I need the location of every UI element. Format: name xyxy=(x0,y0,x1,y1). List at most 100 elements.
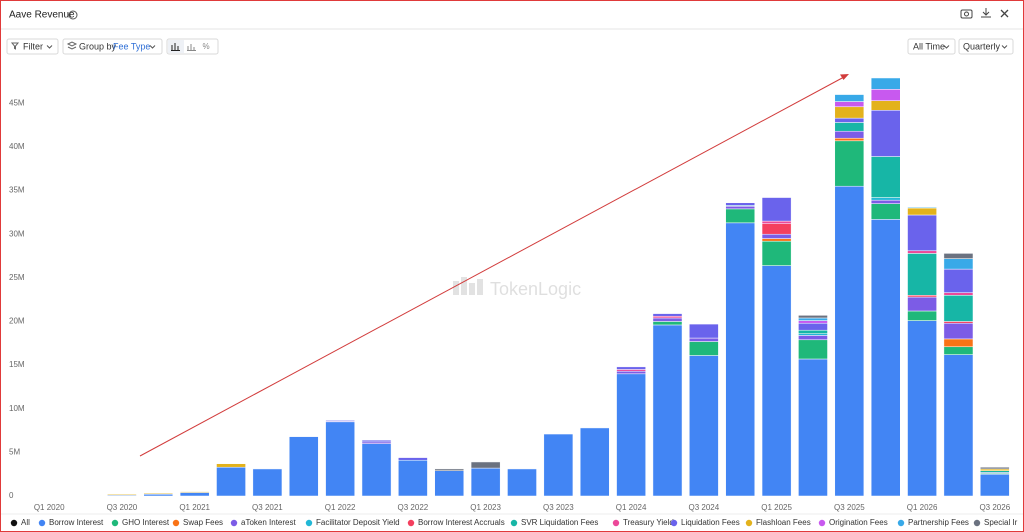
bar-segment xyxy=(834,106,865,119)
chart-mode-toggle[interactable]: % xyxy=(166,38,219,55)
filter-button[interactable]: Filter xyxy=(6,38,59,55)
y-tick-label: 40M xyxy=(9,142,25,151)
legend-swatch xyxy=(818,519,826,527)
bar-segment xyxy=(179,492,210,497)
bar-segment xyxy=(870,156,901,198)
interval-select[interactable]: Quarterly xyxy=(958,38,1014,55)
bar-segment xyxy=(907,250,937,254)
bar-segment xyxy=(689,337,719,342)
bar-segment xyxy=(725,222,756,497)
bar-segment xyxy=(834,137,865,142)
legend-item[interactable]: Liquidation Fees xyxy=(670,518,740,527)
legend-label: aToken Interest xyxy=(241,518,296,527)
bar-segment xyxy=(907,320,937,497)
bar-segment xyxy=(907,296,937,312)
range-label: All Time xyxy=(913,41,945,51)
bar-segment xyxy=(980,470,1010,473)
bar-segment xyxy=(761,238,792,242)
group-by-label: Group by xyxy=(79,41,117,51)
bar-segment xyxy=(361,439,392,443)
y-tick-label: 15M xyxy=(9,360,25,369)
bar-segment xyxy=(798,320,828,324)
legend-label: Flashloan Fees xyxy=(756,518,811,527)
legend-item[interactable]: Treasury Yield xyxy=(612,518,674,527)
bar-segment xyxy=(361,441,392,444)
legend-item[interactable]: aToken Interest xyxy=(230,518,297,527)
bar-segment xyxy=(834,130,865,139)
bar-segment xyxy=(470,467,501,497)
annotation-arrow xyxy=(139,74,849,457)
bar-segment xyxy=(907,207,937,216)
group-by-value: Fee Type xyxy=(113,41,150,51)
bar-segment xyxy=(943,253,974,259)
x-tick-label: Q3 2024 xyxy=(689,503,720,512)
bar-segment xyxy=(870,77,901,90)
bar-segment xyxy=(943,295,974,322)
legend-swatch xyxy=(10,519,18,527)
legend-label: Special Ir xyxy=(984,518,1018,527)
close-icon[interactable] xyxy=(1000,9,1009,18)
bar-segment xyxy=(652,313,683,317)
y-tick-label: 10M xyxy=(9,404,25,413)
y-tick-label: 35M xyxy=(9,186,25,195)
bar-segment xyxy=(870,110,901,157)
legend-item[interactable]: Swap Fees xyxy=(172,518,223,527)
bar-segment xyxy=(434,470,465,497)
legend-label: Swap Fees xyxy=(183,518,223,527)
camera-icon[interactable] xyxy=(960,9,973,19)
bar-segment xyxy=(870,197,901,201)
legend-label: Liquidation Fees xyxy=(681,518,740,527)
legend-item[interactable]: Borrow Interest Accruals xyxy=(407,518,505,527)
bar-segment xyxy=(943,322,974,340)
legend-item[interactable]: GHO Interest xyxy=(111,518,170,527)
legend-item[interactable]: Origination Fees xyxy=(818,518,888,527)
bar-segment xyxy=(179,491,210,493)
download-icon[interactable] xyxy=(981,8,991,18)
bar-segment xyxy=(288,436,319,497)
bar-segment xyxy=(907,214,937,252)
legend-label: Partnership Fees xyxy=(908,518,969,527)
bar-segment xyxy=(361,443,392,497)
legend-swatch xyxy=(745,519,753,527)
legend-swatch xyxy=(230,519,238,527)
x-tick-label: Q3 2026 xyxy=(979,503,1010,512)
legend-item[interactable]: Partnership Fees xyxy=(897,518,969,527)
bar-segment xyxy=(325,421,355,497)
legend-label: SVR Liquidation Fees xyxy=(521,518,598,527)
info-icon[interactable] xyxy=(68,10,78,20)
bar-segment xyxy=(943,321,974,324)
bar-segment xyxy=(398,457,428,461)
legend-swatch xyxy=(510,519,518,527)
legend: All Borrow Interest GHO Interest Swap Fees a… xyxy=(10,518,1018,527)
bar-segment xyxy=(652,321,683,326)
legend-item[interactable]: Facilitator Deposit Yield xyxy=(305,518,400,527)
legend-swatch xyxy=(670,519,678,527)
y-tick-label: 30M xyxy=(9,229,25,238)
x-tick-label: Q3 2025 xyxy=(834,503,865,512)
bar-segment xyxy=(143,494,174,497)
y-tick-label: 5M xyxy=(9,447,20,456)
bar-segment xyxy=(870,203,901,220)
bar-segment xyxy=(943,346,974,355)
bar-segment xyxy=(834,185,865,497)
bar-segment xyxy=(616,369,646,372)
bar-segment xyxy=(507,468,537,497)
legend-item[interactable]: Flashloan Fees xyxy=(745,518,811,527)
bar-segment xyxy=(652,324,683,497)
legend-item[interactable]: Borrow Interest xyxy=(38,518,104,527)
bar-segment xyxy=(834,140,865,187)
legend-item[interactable]: SVR Liquidation Fees xyxy=(510,518,599,527)
bar-segment xyxy=(907,310,937,321)
bar-segment xyxy=(834,94,865,102)
bar-segment xyxy=(761,197,792,222)
bar-segment xyxy=(689,355,719,497)
bar-segment xyxy=(798,335,828,341)
x-tick-label: Q1 2024 xyxy=(616,503,647,512)
group-by-button[interactable]: Group by Fee Type xyxy=(62,38,163,55)
legend-item[interactable]: Special Ir xyxy=(973,518,1018,527)
range-select[interactable]: All Time xyxy=(907,38,956,55)
panel-title: Aave Revenue xyxy=(9,10,75,21)
bar-segment xyxy=(834,101,865,108)
legend-item[interactable]: All xyxy=(10,518,30,527)
